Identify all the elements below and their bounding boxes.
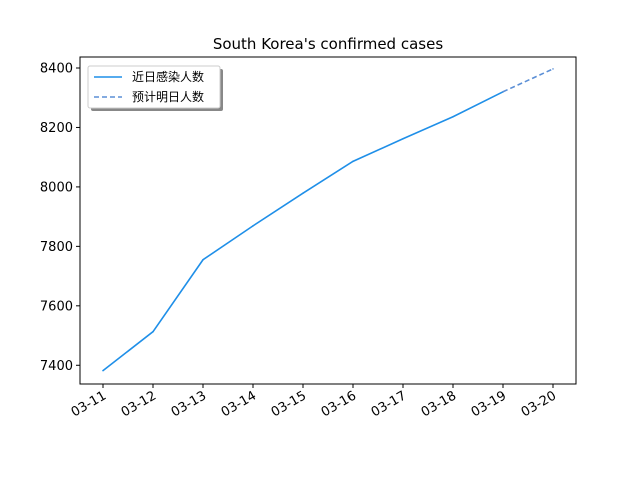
y-tick-label: 8400 xyxy=(40,61,73,76)
data-point xyxy=(102,369,104,372)
data-point xyxy=(352,160,354,163)
plot-area-frame xyxy=(79,56,577,385)
y-tick-label: 7400 xyxy=(40,359,73,374)
y-tick-label: 7800 xyxy=(40,240,73,255)
y-tick-label: 7600 xyxy=(40,299,73,314)
data-point xyxy=(252,225,254,227)
chart-title: South Korea's confirmed cases xyxy=(213,35,443,53)
data-point xyxy=(202,258,204,261)
y-tick-label: 8000 xyxy=(40,180,73,195)
data-point xyxy=(152,330,154,333)
data-point xyxy=(452,115,454,118)
y-tick-label: 8200 xyxy=(40,121,73,136)
legend-label-series-1: 预计明日人数 xyxy=(132,89,204,104)
legend-label-series-0: 近日感染人数 xyxy=(132,69,204,84)
series-layer xyxy=(102,68,554,372)
data-point xyxy=(402,137,404,140)
data-point xyxy=(552,68,554,70)
series-line-1 xyxy=(502,68,554,93)
data-point xyxy=(302,192,304,194)
data-point xyxy=(502,90,504,93)
legend: 近日感染人数 预计明日人数 xyxy=(87,65,223,111)
y-axis: 7400 7600 7800 8000 8200 8400 xyxy=(40,61,80,374)
